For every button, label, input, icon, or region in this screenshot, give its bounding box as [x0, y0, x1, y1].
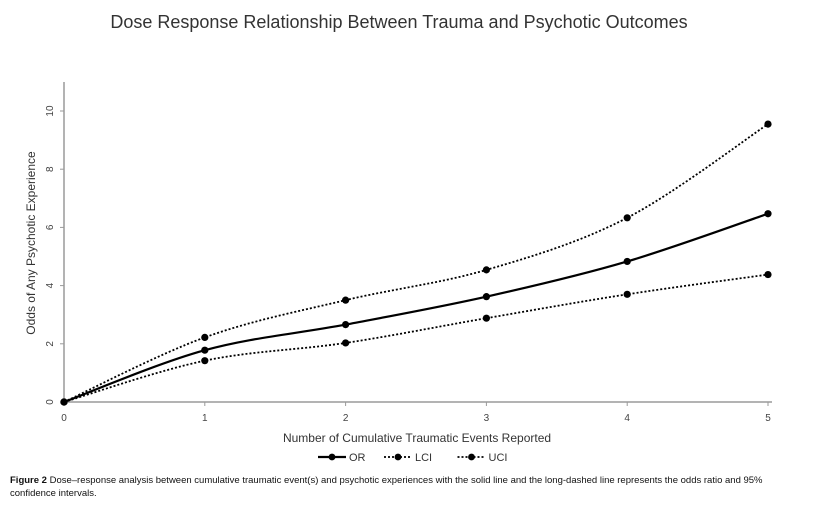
data-point-lci: [623, 290, 631, 298]
y-tick-label: 6: [45, 224, 56, 230]
legend: OR LCI UCI: [318, 452, 507, 464]
y-tick-label: 8: [45, 166, 56, 172]
x-tick-label: 0: [61, 413, 67, 424]
data-point-lci: [342, 339, 350, 347]
x-axis-label: Number of Cumulative Traumatic Events Re…: [283, 431, 551, 445]
y-tick-label: 2: [45, 341, 56, 347]
y-tick-label: 0: [45, 399, 56, 405]
data-point-uci: [60, 398, 68, 406]
data-point-uci: [623, 214, 631, 222]
legend-label-or: OR: [349, 452, 366, 464]
data-point-uci: [764, 120, 772, 128]
data-point-or: [623, 257, 631, 266]
x-tick-label: 3: [484, 413, 490, 424]
data-point-or: [482, 293, 490, 301]
data-point-lci: [482, 314, 490, 322]
legend-marker-lci: [394, 453, 402, 461]
x-tick-label: 5: [765, 413, 771, 424]
x-tick-label: 1: [202, 413, 208, 424]
plot-area: 0 2 4 6 8 10 0 1 2 3 4 5: [45, 82, 772, 424]
data-point-uci: [482, 266, 490, 274]
legend-marker-or: [328, 453, 336, 461]
x-tick-label: 2: [343, 413, 349, 424]
legend-label-lci: LCI: [415, 452, 432, 464]
y-tick-label: 10: [45, 105, 56, 117]
data-point-or: [201, 346, 209, 354]
y-axis-label: Odds of Any Psychotic Experience: [24, 151, 38, 335]
y-tick-label: 4: [45, 282, 56, 288]
data-point-or: [764, 210, 772, 218]
series-line-or: [63, 212, 769, 404]
data-point-lci: [201, 357, 209, 365]
caption-text: Dose–response analysis between cumulativ…: [10, 475, 763, 499]
chart-area: Dose Response Relationship Between Traum…: [24, 12, 772, 464]
figure-label: Figure 2: [10, 475, 47, 486]
legend-marker-uci: [468, 453, 475, 461]
series-line-lci: [63, 273, 769, 403]
chart-title: Dose Response Relationship Between Traum…: [110, 12, 687, 32]
data-point-uci: [342, 296, 350, 304]
x-tick-label: 4: [624, 413, 630, 424]
data-point-lci: [764, 270, 772, 279]
series-line-uci: [63, 123, 769, 403]
legend-label-uci: UCI: [489, 452, 508, 464]
data-point-uci: [201, 333, 209, 341]
figure-caption: Figure 2 Dose–response analysis between …: [10, 474, 810, 500]
data-point-or: [342, 320, 350, 329]
